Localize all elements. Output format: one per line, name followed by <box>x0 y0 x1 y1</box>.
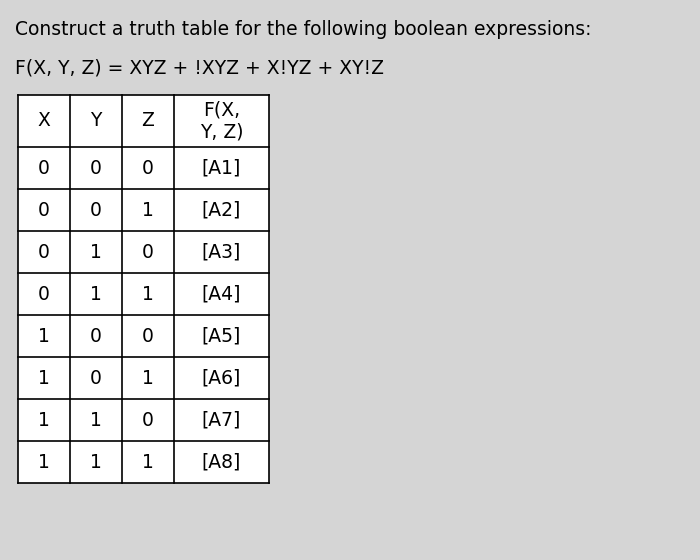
Text: 1: 1 <box>90 242 102 262</box>
Text: 0: 0 <box>142 326 154 346</box>
Text: 0: 0 <box>38 200 50 220</box>
Text: X: X <box>38 111 50 130</box>
Text: Construct a truth table for the following boolean expressions:: Construct a truth table for the followin… <box>15 20 592 39</box>
Text: F(X, Y, Z) = XYZ + !XYZ + X!YZ + XY!Z: F(X, Y, Z) = XYZ + !XYZ + X!YZ + XY!Z <box>15 58 384 77</box>
Text: 0: 0 <box>38 158 50 178</box>
Text: 1: 1 <box>90 410 102 430</box>
Text: 1: 1 <box>142 368 154 388</box>
Text: 1: 1 <box>38 452 50 472</box>
Text: [A8]: [A8] <box>202 452 242 472</box>
Text: [A7]: [A7] <box>202 410 242 430</box>
Text: 1: 1 <box>90 452 102 472</box>
Text: [A6]: [A6] <box>202 368 242 388</box>
Text: [A2]: [A2] <box>202 200 242 220</box>
Text: 1: 1 <box>142 200 154 220</box>
Text: 0: 0 <box>142 242 154 262</box>
Text: 1: 1 <box>38 326 50 346</box>
Text: 0: 0 <box>142 158 154 178</box>
Text: 0: 0 <box>90 368 102 388</box>
Text: 0: 0 <box>90 158 102 178</box>
Text: [A1]: [A1] <box>202 158 242 178</box>
Text: 0: 0 <box>142 410 154 430</box>
Text: Y, Z): Y, Z) <box>199 123 244 142</box>
Text: Z: Z <box>141 111 155 130</box>
Text: 0: 0 <box>90 200 102 220</box>
Text: 0: 0 <box>38 284 50 304</box>
Text: 1: 1 <box>38 368 50 388</box>
Text: [A5]: [A5] <box>202 326 242 346</box>
Text: 1: 1 <box>142 284 154 304</box>
Text: [A3]: [A3] <box>202 242 242 262</box>
Text: [A4]: [A4] <box>202 284 242 304</box>
Text: Y: Y <box>90 111 101 130</box>
Bar <box>18 95 269 483</box>
Text: 1: 1 <box>142 452 154 472</box>
Text: 0: 0 <box>90 326 102 346</box>
Text: 0: 0 <box>38 242 50 262</box>
Text: 1: 1 <box>38 410 50 430</box>
Text: F(X,: F(X, <box>203 100 240 119</box>
Text: 1: 1 <box>90 284 102 304</box>
